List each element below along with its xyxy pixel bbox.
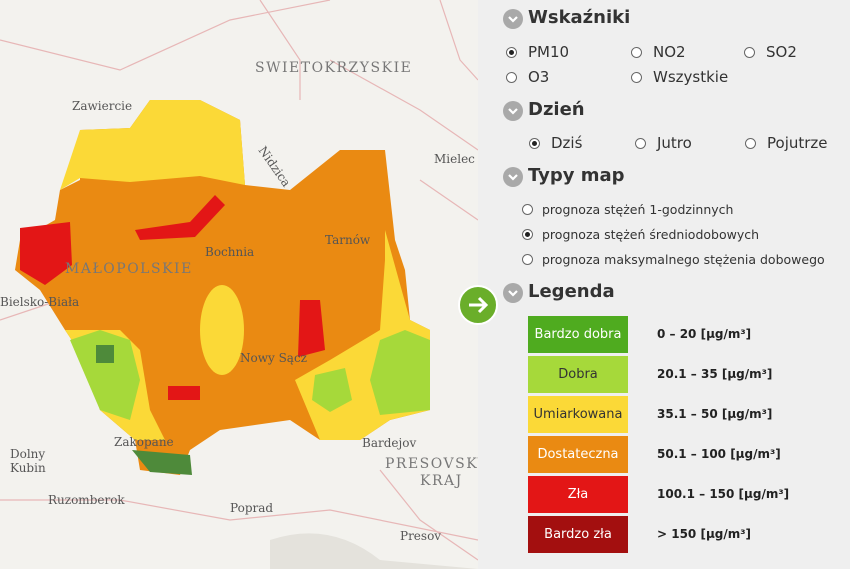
map-label: Bochnia — [205, 245, 254, 259]
section-title: Dzień — [528, 99, 585, 120]
map: SWIETOKRZYSKIE Zawiercie Mielec MAŁOPOLSKIE… — [0, 0, 478, 569]
section-title: Typy map — [528, 165, 625, 186]
legend-swatch: Bardzo dobra — [528, 316, 628, 353]
map-label: PRESOVSKÝ — [385, 454, 478, 472]
collapse-toggle[interactable] — [503, 101, 523, 121]
region-zla — [135, 195, 225, 240]
map-label: Zawiercie — [72, 99, 132, 113]
radio-button[interactable] — [631, 72, 642, 83]
radio-button[interactable] — [522, 229, 533, 240]
legend-swatch: Dostateczna — [528, 436, 628, 473]
map-label: Bardejov — [362, 436, 416, 450]
region-umiarkowana — [200, 285, 244, 375]
section-title: Wskaźniki — [528, 7, 631, 28]
option-label[interactable]: Jutro — [657, 134, 692, 152]
region-bardzo-dobra — [96, 345, 114, 363]
region-dobra — [312, 368, 352, 412]
arrow-icon — [469, 296, 489, 314]
option-label[interactable]: NO2 — [653, 43, 686, 61]
radio-button[interactable] — [506, 47, 517, 58]
legend-range: 0 – 20 [μg/m³] — [657, 327, 752, 341]
collapse-toggle[interactable] — [503, 167, 523, 187]
option-label[interactable]: prognoza stężeń 1-godzinnych — [542, 202, 734, 217]
terrain — [270, 533, 478, 569]
collapse-toggle[interactable] — [503, 283, 523, 303]
option-label[interactable]: prognoza stężeń średniodobowych — [542, 227, 760, 242]
legend-range: 50.1 – 100 [μg/m³] — [657, 447, 781, 461]
radio-button[interactable] — [745, 138, 756, 149]
region-dobra — [370, 330, 430, 415]
option-label[interactable]: O3 — [528, 68, 550, 86]
legend-swatch: Dobra — [528, 356, 628, 393]
map-label: Nowy Sącz — [240, 351, 307, 365]
legend-range: 100.1 – 150 [μg/m³] — [657, 487, 790, 501]
map-label: MAŁOPOLSKIE — [65, 261, 193, 277]
map-label: Dolny — [10, 447, 45, 461]
map-label: Tarnów — [325, 233, 371, 247]
map-label: Ruzomberok — [48, 493, 125, 507]
legend-swatch: Umiarkowana — [528, 396, 628, 433]
roads — [0, 0, 478, 561]
radio-button[interactable] — [744, 47, 755, 58]
toggle-panel-button[interactable] — [458, 285, 498, 325]
option-label[interactable]: PM10 — [528, 43, 570, 61]
region-bardzo-dobra — [132, 450, 192, 475]
radio-button[interactable] — [631, 47, 642, 58]
radio-button[interactable] — [506, 72, 517, 83]
option-label[interactable]: Dziś — [551, 134, 583, 152]
section-title: Legenda — [528, 281, 615, 302]
radio-button[interactable] — [635, 138, 646, 149]
legend-range: > 150 [μg/m³] — [657, 527, 751, 541]
radio-button[interactable] — [522, 204, 533, 215]
side-panel: Wskaźniki PM10 NO2 SO2 O3 Wszystkie Dzień Dziś J… — [458, 0, 850, 569]
map-label: Presov — [400, 529, 441, 543]
radio-button[interactable] — [529, 138, 540, 149]
map-label: Mielec — [434, 152, 475, 166]
map-label: KRAJ — [420, 473, 463, 489]
region-dobra — [70, 330, 140, 420]
map-label: Bielsko-Biała — [0, 295, 79, 309]
option-label[interactable]: Wszystkie — [653, 68, 729, 86]
map-label: Zakopane — [114, 435, 174, 449]
region-zla — [168, 386, 200, 400]
radio-button[interactable] — [522, 254, 533, 265]
legend-range: 20.1 – 35 [μg/m³] — [657, 367, 773, 381]
region-umiarkowana — [60, 100, 245, 190]
region-zla — [20, 222, 72, 285]
map-label: SWIETOKRZYSKIE — [255, 60, 412, 76]
legend-range: 35.1 – 50 [μg/m³] — [657, 407, 773, 421]
map-label: Kubin — [10, 461, 46, 475]
region-zla — [298, 300, 325, 357]
collapse-toggle[interactable] — [503, 9, 523, 29]
legend-swatch: Zła — [528, 476, 628, 513]
legend-swatch: Bardzo zła — [528, 516, 628, 553]
option-label[interactable]: Pojutrze — [767, 134, 828, 152]
option-label[interactable]: prognoza maksymalnego stężenia dobowego — [542, 252, 825, 267]
option-label[interactable]: SO2 — [766, 43, 797, 61]
map-label: Poprad — [230, 501, 273, 515]
